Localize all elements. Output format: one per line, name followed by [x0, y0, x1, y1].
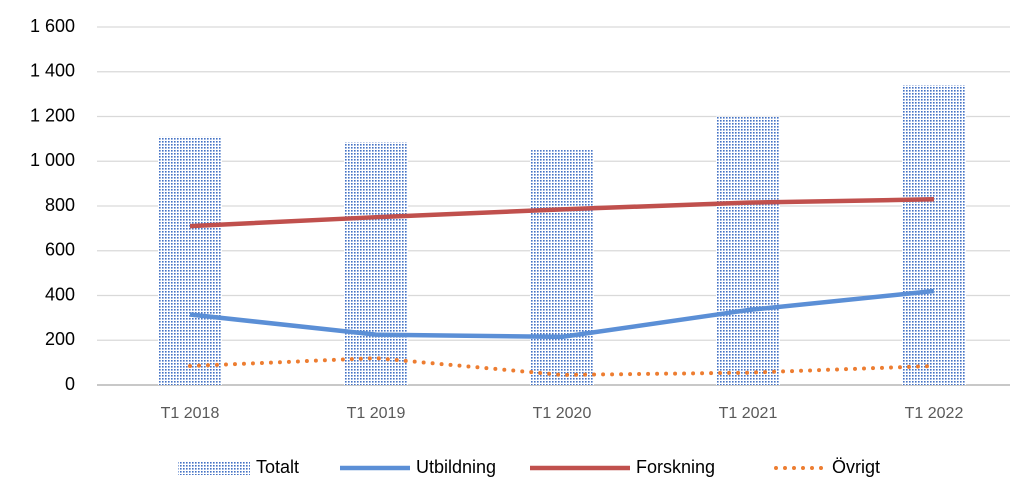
legend-label: Utbildning [416, 457, 496, 477]
y-tick-label: 200 [45, 329, 75, 349]
y-tick-label: 400 [45, 284, 75, 304]
legend-label: Övrigt [832, 457, 880, 477]
x-tick-label: T1 2022 [905, 405, 964, 422]
x-tick-label: T1 2018 [161, 405, 220, 422]
y-tick-label: 800 [45, 195, 75, 215]
y-tick-label: 1 600 [30, 16, 75, 36]
bar [716, 116, 780, 385]
line-series [189, 197, 935, 229]
bar [530, 150, 594, 385]
bar [902, 85, 966, 386]
y-tick-label: 1 000 [30, 150, 75, 170]
x-tick-label: T1 2019 [347, 405, 406, 422]
line-series [189, 288, 935, 340]
y-tick-label: 600 [45, 240, 75, 260]
x-tick-label: T1 2020 [533, 405, 592, 422]
legend-label: Forskning [636, 457, 715, 477]
bar [344, 142, 408, 385]
y-tick-label: 0 [65, 374, 75, 394]
x-tick-label: T1 2021 [719, 405, 778, 422]
bar [158, 136, 222, 385]
legend-swatch [178, 461, 250, 475]
legend-label: Totalt [256, 457, 299, 477]
y-tick-label: 1 200 [30, 105, 75, 125]
line-series [188, 356, 936, 377]
y-tick-label: 1 400 [30, 61, 75, 81]
